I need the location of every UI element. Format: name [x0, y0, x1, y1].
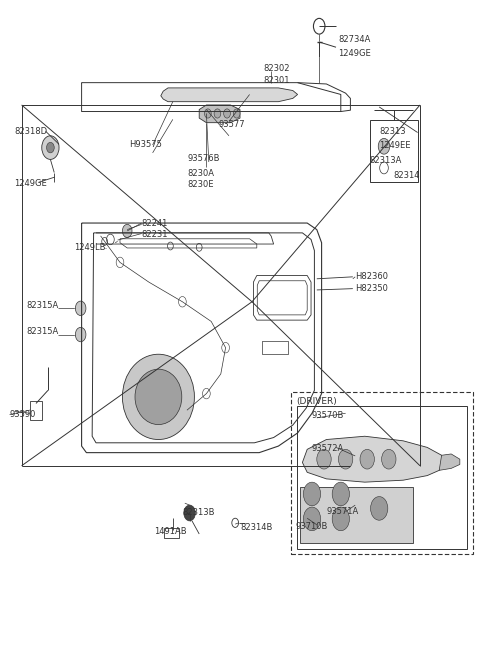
Circle shape [214, 109, 221, 118]
Text: 93572A: 93572A [311, 444, 343, 453]
Text: H82350: H82350 [355, 284, 388, 293]
Text: 1249LB: 1249LB [74, 243, 106, 253]
Circle shape [47, 142, 54, 153]
Circle shape [75, 327, 86, 342]
Ellipse shape [135, 369, 182, 424]
Circle shape [338, 449, 353, 469]
Text: 82314B: 82314B [240, 523, 272, 532]
Circle shape [75, 301, 86, 316]
Text: H93575: H93575 [130, 140, 162, 150]
Bar [291, 392, 473, 554]
Circle shape [382, 449, 396, 469]
Text: 93571A: 93571A [326, 507, 359, 516]
Circle shape [378, 138, 390, 154]
Text: (DRIVER): (DRIVER) [297, 397, 337, 406]
Text: 1249GE: 1249GE [14, 179, 47, 188]
Text: 93576B: 93576B [187, 154, 220, 163]
Text: 82318D: 82318D [14, 127, 48, 136]
Text: 82241: 82241 [142, 218, 168, 228]
Text: 82314: 82314 [394, 171, 420, 180]
Text: 93570B: 93570B [312, 411, 344, 420]
Circle shape [184, 505, 195, 521]
Text: 1249EE: 1249EE [379, 141, 411, 150]
Circle shape [332, 507, 349, 531]
Ellipse shape [122, 354, 194, 440]
Bar [30, 401, 42, 420]
Bar [370, 120, 418, 182]
Text: 82315A: 82315A [26, 300, 59, 310]
Text: 82301: 82301 [263, 76, 289, 85]
Text: 82313A: 82313A [370, 156, 402, 165]
Text: 82315A: 82315A [26, 327, 59, 336]
Circle shape [317, 449, 331, 469]
Polygon shape [439, 454, 460, 470]
Polygon shape [302, 436, 444, 482]
Text: 82734A: 82734A [338, 35, 371, 44]
Text: 1491AB: 1491AB [154, 527, 186, 536]
Circle shape [122, 224, 132, 237]
Bar [300, 487, 413, 543]
Bar [297, 406, 467, 549]
Circle shape [303, 507, 321, 531]
Text: H82360: H82360 [355, 272, 388, 281]
Text: 82313: 82313 [379, 127, 406, 136]
Circle shape [360, 449, 374, 469]
Polygon shape [161, 88, 298, 102]
Circle shape [371, 497, 388, 520]
Bar [164, 528, 179, 538]
Polygon shape [199, 105, 240, 123]
Text: 93577: 93577 [218, 120, 245, 129]
Text: 82231: 82231 [142, 230, 168, 239]
Circle shape [332, 482, 349, 506]
Circle shape [42, 136, 59, 159]
Circle shape [224, 109, 230, 118]
Text: 8230A: 8230A [187, 169, 214, 178]
Text: 93710B: 93710B [295, 522, 327, 531]
Circle shape [204, 109, 211, 118]
Text: 93590: 93590 [10, 410, 36, 419]
Text: 82313B: 82313B [182, 508, 215, 518]
Circle shape [303, 482, 321, 506]
Text: 82302: 82302 [263, 64, 289, 73]
Text: 1249GE: 1249GE [338, 49, 371, 58]
Circle shape [233, 109, 240, 118]
Text: 8230E: 8230E [187, 180, 214, 190]
